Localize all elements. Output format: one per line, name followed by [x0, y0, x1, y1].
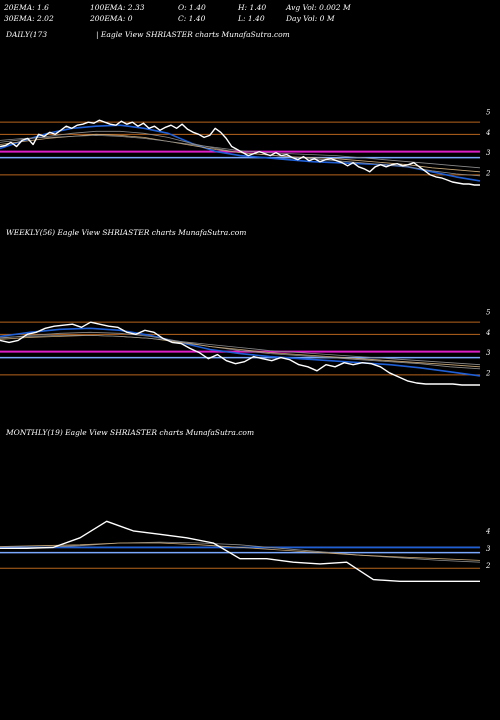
daily-ema-gray-line — [0, 130, 481, 177]
low-stat: L: 1.40 — [238, 14, 265, 23]
monthly-y-tick-label: 3 — [486, 545, 491, 553]
monthly-price-line — [0, 520, 480, 582]
weekly-ema-gray-line — [0, 331, 481, 370]
ema200-stat: 200EMA: 0 — [90, 14, 133, 23]
weekly-y-tick-label: 2 — [485, 369, 491, 377]
weekly-ema-blue-line — [0, 327, 481, 377]
daily-panel-title: | Eagle View SHRIASTER charts MunafaSutr… — [96, 30, 290, 39]
monthly-ema-tan-line — [0, 542, 481, 561]
weekly-y-tick-label: 4 — [485, 329, 490, 337]
ema20-stat: 20EMA: 1.6 — [4, 3, 49, 12]
avgvol-stat: Avg Vol: 0.002 M — [286, 3, 351, 12]
monthly-y-tick-label: 4 — [485, 527, 490, 535]
weekly-ema-gray-line — [0, 334, 481, 366]
weekly-y-tick-label: 5 — [486, 309, 491, 317]
monthly-ema-gray-line — [0, 541, 481, 563]
daily-y-tick-label: 5 — [486, 109, 491, 117]
open-stat: O: 1.40 — [178, 3, 206, 12]
weekly-panel-label: WEEKLY(56) Eagle View SHRIASTER charts M… — [6, 228, 247, 237]
close-stat: C: 1.40 — [178, 14, 206, 23]
ema100-stat: 100EMA: 2.33 — [90, 3, 145, 12]
dayvol-stat: Day Vol: 0 M — [286, 14, 335, 23]
ema30-stat: 30EMA: 2.02 — [4, 14, 54, 23]
daily-y-tick-label: 4 — [485, 129, 490, 137]
daily-panel-label: DAILY(173 — [6, 30, 48, 39]
high-stat: H: 1.40 — [238, 3, 267, 12]
daily-y-tick-label: 3 — [486, 149, 491, 157]
daily-y-tick-label: 2 — [485, 169, 491, 177]
weekly-y-tick-label: 3 — [486, 349, 491, 357]
monthly-panel-label: MONTHLY(19) Eagle View SHRIASTER charts … — [6, 428, 255, 437]
daily-price-line — [0, 119, 480, 186]
monthly-y-tick-label: 2 — [485, 562, 491, 570]
weekly-price-line — [0, 321, 480, 386]
